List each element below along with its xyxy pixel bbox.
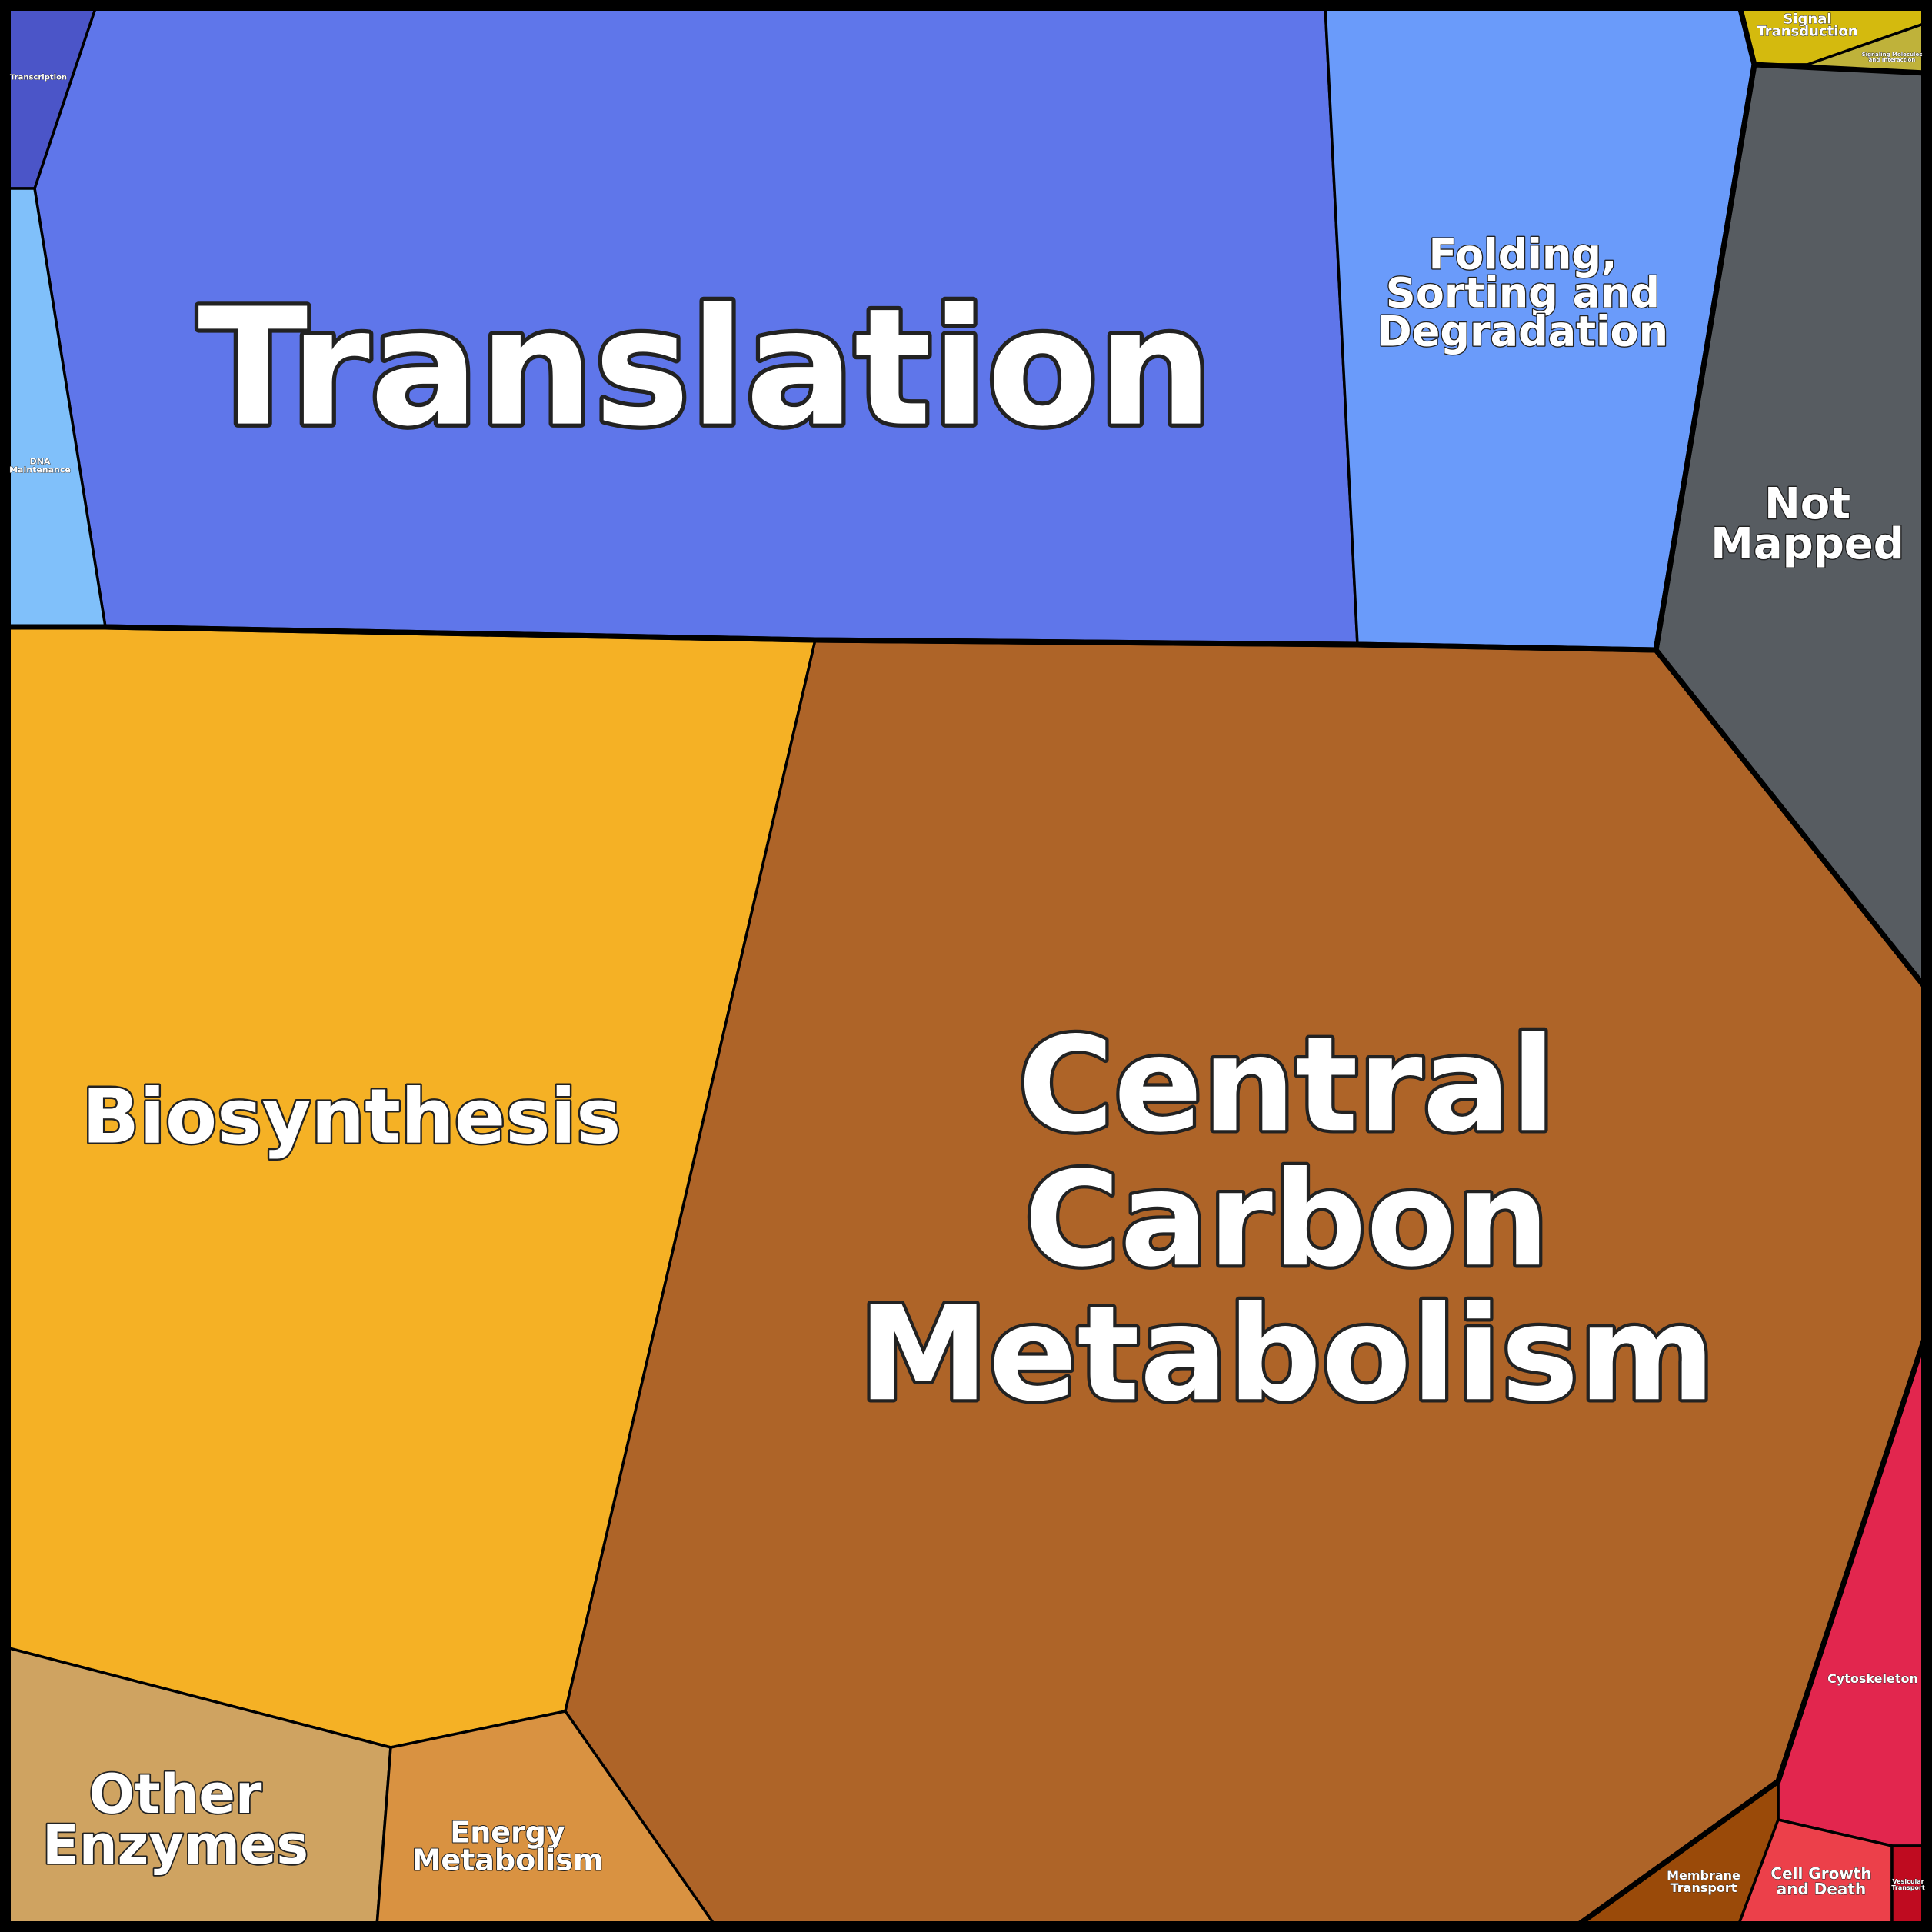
label-line: Enzymes: [42, 1814, 308, 1877]
label-cell-growth-and-death: Cell Growth and Death: [1770, 1864, 1871, 1898]
label-line: Membrane: [1667, 1868, 1740, 1883]
label-line: and Interaction: [1869, 57, 1916, 63]
label-line: Not: [1764, 479, 1850, 529]
label-signaling-molecules: Signaling Molecules and Interaction: [1862, 52, 1923, 63]
label-line: Metabolism: [412, 1844, 604, 1877]
label-line: and Death: [1777, 1880, 1866, 1898]
label-line: Degradation: [1377, 307, 1668, 355]
label-line: Carbon: [1024, 1144, 1550, 1296]
label-line: Transport: [1891, 1884, 1925, 1891]
label-line: Transport: [1671, 1880, 1737, 1895]
label-line: Folding,: [1428, 230, 1617, 278]
label-line: Biosynthesis: [82, 1073, 621, 1161]
label-line: DNA: [30, 456, 51, 466]
label-line: Cytoskeleton: [1827, 1671, 1918, 1686]
label-translation: Translation: [198, 274, 1213, 462]
label-line: Energy: [450, 1816, 565, 1850]
label-cytoskeleton: Cytoskeleton: [1827, 1671, 1918, 1686]
label-not-mapped: Not Mapped: [1710, 479, 1904, 569]
label-line: Signal: [1783, 11, 1831, 27]
label-folding-sorting-degradation: Folding, Sorting and Degradation: [1377, 230, 1668, 355]
label-line: Signaling Molecules: [1862, 52, 1923, 58]
label-energy-metabolism: Energy Metabolism: [412, 1816, 604, 1877]
label-line: Other: [89, 1763, 262, 1826]
label-central-carbon-metabolism: Central Carbon Metabolism: [858, 1009, 1715, 1431]
label-line: Sorting and: [1386, 268, 1660, 317]
label-line: Metabolism: [858, 1278, 1715, 1431]
label-membrane-transport: Membrane Transport: [1667, 1868, 1740, 1895]
label-line: Central: [1018, 1009, 1555, 1161]
label-transcription: Transcription: [10, 74, 67, 82]
label-line: Mapped: [1710, 519, 1904, 569]
label-line: Translation: [198, 274, 1213, 462]
label-vesicular-transport: Vesicular Transport: [1891, 1878, 1925, 1891]
label-line: Transcription: [10, 74, 67, 82]
label-line: Vesicular: [1892, 1878, 1924, 1885]
label-signal-transduction: Signal Transduction: [1757, 11, 1857, 39]
label-biosynthesis: Biosynthesis: [82, 1073, 621, 1161]
label-other-enzymes: Other Enzymes: [42, 1763, 308, 1877]
label-dna-maintenance: DNA Maintenance: [9, 456, 71, 475]
label-line: Cell Growth: [1770, 1864, 1871, 1883]
label-line: Transduction: [1757, 23, 1857, 39]
label-line: Maintenance: [9, 465, 71, 475]
